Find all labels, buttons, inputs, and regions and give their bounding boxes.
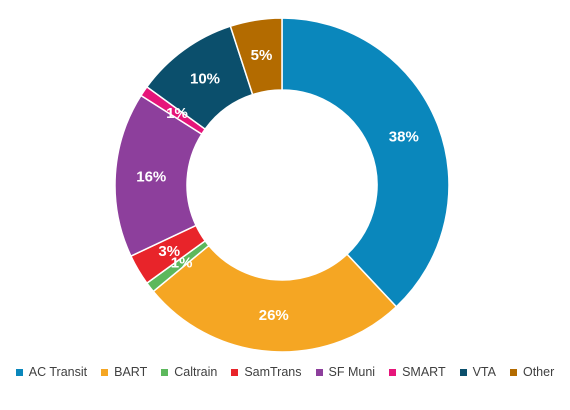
value-label-samtrans: 3% [158, 243, 180, 260]
legend-swatch-bart [101, 368, 109, 376]
value-label-ac-transit: 38% [389, 128, 419, 145]
legend-swatch-sf-muni [315, 368, 323, 376]
slice-bart [152, 244, 398, 353]
donut-plot-area: 38%26%1%3%16%1%10%5% [114, 17, 450, 353]
value-label-smart: 1% [166, 105, 188, 122]
value-label-other: 5% [251, 47, 273, 64]
legend-swatch-caltrain [161, 368, 169, 376]
legend-item-bart: BART [101, 365, 147, 379]
legend-label-vta: VTA [472, 365, 496, 379]
legend-swatch-other [509, 368, 517, 376]
legend-item-sf-muni: SF Muni [315, 365, 376, 379]
legend-item-vta: VTA [459, 365, 496, 379]
legend-swatch-samtrans [231, 368, 239, 376]
slice-other [229, 17, 283, 96]
legend-label-samtrans: SamTrans [244, 365, 302, 379]
legend-label-caltrain: Caltrain [174, 365, 218, 379]
value-label-caltrain: 1% [171, 254, 193, 271]
legend-label-other: Other [522, 365, 555, 379]
donut-slices [114, 17, 450, 353]
legend-item-samtrans: SamTrans [231, 365, 302, 379]
legend-item-smart: SMART [389, 365, 446, 379]
legend-label-ac-transit: AC Transit [28, 365, 88, 379]
legend-label-sf-muni: SF Muni [328, 365, 376, 379]
legend-label-bart: BART [114, 365, 148, 379]
legend-swatch-ac-transit [15, 368, 23, 376]
donut-value-labels: 38%26%1%3%16%1%10%5% [136, 47, 419, 324]
value-label-sf-muni: 16% [136, 168, 166, 185]
value-label-bart: 26% [259, 307, 289, 324]
legend-label-smart: SMART [402, 365, 446, 379]
legend-item-other: Other [509, 365, 555, 379]
slice-ac-transit [281, 17, 450, 308]
value-label-vta: 10% [190, 71, 220, 88]
legend-swatch-vta [459, 368, 467, 376]
legend-item-ac-transit: AC Transit [15, 365, 88, 379]
chart-legend: AC Transit BART Caltrain SamTrans SF Muni SMA… [0, 362, 570, 382]
legend-swatch-smart [389, 368, 397, 376]
legend-item-caltrain: Caltrain [161, 365, 217, 379]
